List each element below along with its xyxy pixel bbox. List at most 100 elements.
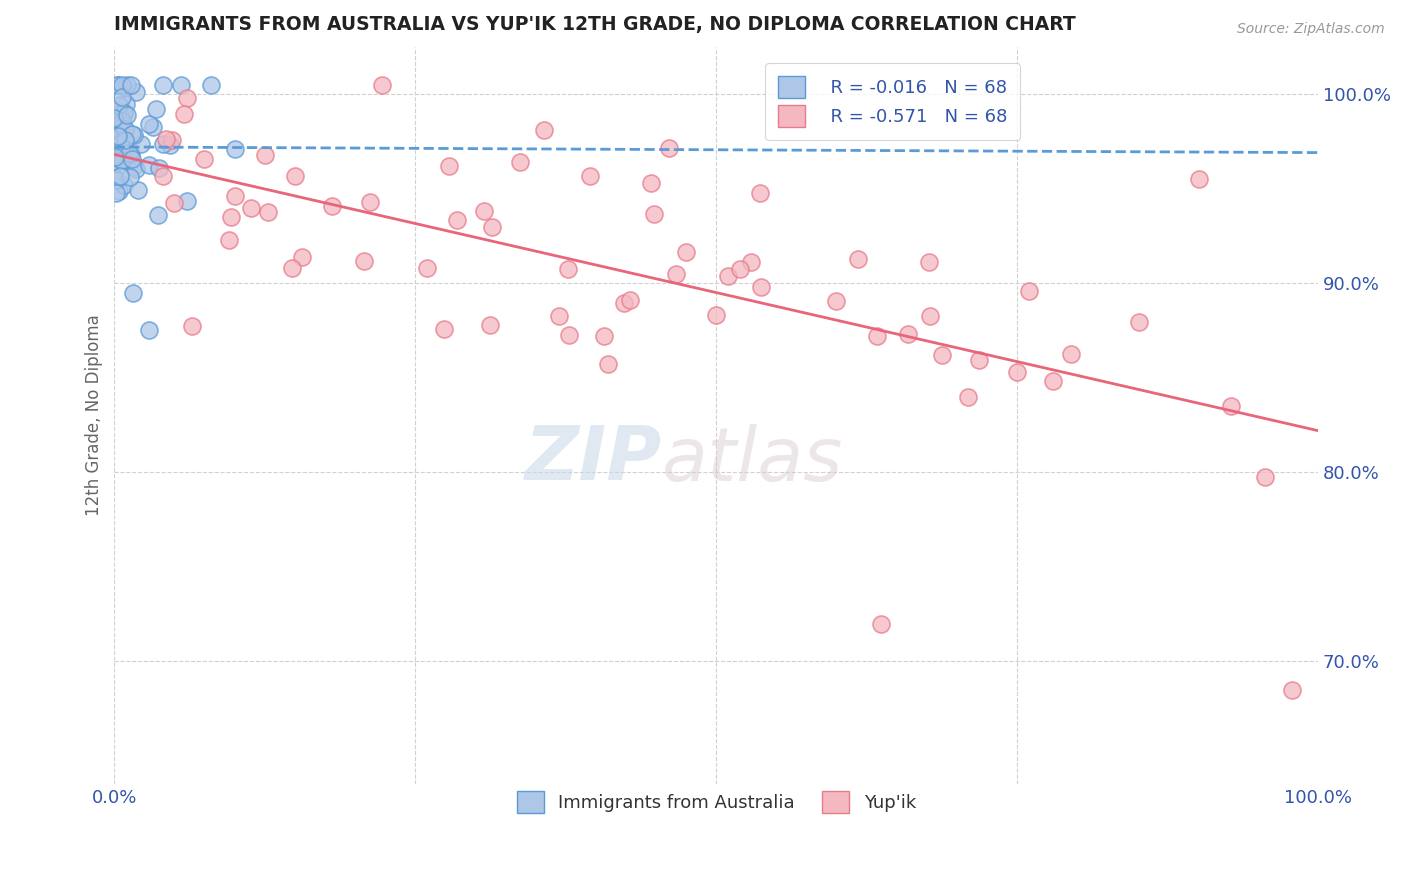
Point bbox=[481, 219, 503, 234]
Point bbox=[121, 127, 143, 141]
Point bbox=[433, 321, 456, 335]
Point bbox=[146, 208, 169, 222]
Point bbox=[138, 323, 160, 337]
Point bbox=[114, 150, 136, 164]
Point bbox=[108, 98, 131, 112]
Point bbox=[1219, 399, 1241, 413]
Point bbox=[169, 78, 191, 92]
Point bbox=[1188, 172, 1211, 186]
Point bbox=[176, 91, 198, 105]
Point bbox=[111, 114, 134, 128]
Point bbox=[281, 261, 304, 276]
Point bbox=[558, 327, 581, 342]
Point bbox=[145, 102, 167, 116]
Point bbox=[596, 357, 619, 371]
Point bbox=[104, 138, 127, 153]
Point bbox=[218, 233, 240, 247]
Point bbox=[112, 148, 135, 162]
Point bbox=[931, 348, 953, 362]
Point bbox=[956, 390, 979, 404]
Point bbox=[110, 135, 132, 149]
Point bbox=[114, 133, 136, 147]
Point bbox=[111, 90, 134, 104]
Point bbox=[675, 244, 697, 259]
Point bbox=[665, 267, 688, 281]
Point bbox=[111, 78, 134, 92]
Point bbox=[749, 279, 772, 293]
Point bbox=[118, 170, 141, 185]
Point bbox=[291, 250, 314, 264]
Point bbox=[533, 122, 555, 136]
Point bbox=[103, 111, 125, 125]
Point bbox=[152, 137, 174, 152]
Point bbox=[219, 210, 242, 224]
Point bbox=[112, 118, 135, 132]
Point bbox=[613, 296, 636, 310]
Point bbox=[105, 78, 128, 92]
Point bbox=[117, 108, 139, 122]
Point bbox=[122, 285, 145, 300]
Y-axis label: 12th Grade, No Diploma: 12th Grade, No Diploma bbox=[86, 315, 103, 516]
Point bbox=[115, 97, 138, 112]
Point bbox=[593, 328, 616, 343]
Point bbox=[110, 112, 132, 126]
Point bbox=[120, 146, 142, 161]
Point bbox=[155, 132, 177, 146]
Point bbox=[120, 146, 142, 161]
Point bbox=[160, 132, 183, 146]
Point bbox=[848, 252, 870, 266]
Point bbox=[897, 326, 920, 341]
Point bbox=[114, 121, 136, 136]
Point bbox=[112, 106, 135, 120]
Point bbox=[918, 255, 941, 269]
Point bbox=[967, 353, 990, 368]
Point bbox=[176, 194, 198, 209]
Point bbox=[437, 159, 460, 173]
Point bbox=[159, 138, 181, 153]
Point bbox=[124, 159, 146, 173]
Point bbox=[104, 146, 127, 161]
Point bbox=[1018, 284, 1040, 298]
Point bbox=[866, 328, 889, 343]
Point bbox=[124, 162, 146, 177]
Point bbox=[740, 255, 762, 269]
Point bbox=[152, 78, 174, 92]
Point bbox=[110, 153, 132, 168]
Point bbox=[148, 161, 170, 176]
Point bbox=[105, 172, 128, 186]
Point bbox=[108, 184, 131, 198]
Point bbox=[104, 151, 127, 165]
Text: Source: ZipAtlas.com: Source: ZipAtlas.com bbox=[1237, 22, 1385, 37]
Point bbox=[142, 120, 165, 135]
Point bbox=[104, 186, 127, 200]
Point bbox=[728, 261, 751, 276]
Point bbox=[112, 106, 135, 120]
Text: ZIP: ZIP bbox=[524, 424, 662, 496]
Point bbox=[716, 268, 738, 283]
Point bbox=[1281, 682, 1303, 697]
Point bbox=[104, 103, 127, 118]
Point bbox=[643, 207, 665, 221]
Point bbox=[118, 146, 141, 161]
Point bbox=[224, 189, 246, 203]
Text: IMMIGRANTS FROM AUSTRALIA VS YUP'IK 12TH GRADE, NO DIPLOMA CORRELATION CHART: IMMIGRANTS FROM AUSTRALIA VS YUP'IK 12TH… bbox=[114, 15, 1076, 34]
Point bbox=[127, 183, 149, 197]
Point bbox=[115, 78, 138, 92]
Point bbox=[1007, 365, 1029, 379]
Point bbox=[112, 143, 135, 157]
Point bbox=[193, 152, 215, 166]
Point bbox=[122, 128, 145, 142]
Point bbox=[112, 178, 135, 192]
Point bbox=[704, 309, 727, 323]
Point bbox=[479, 318, 502, 332]
Point bbox=[114, 142, 136, 156]
Point bbox=[353, 254, 375, 268]
Point bbox=[472, 203, 495, 218]
Point bbox=[240, 201, 263, 215]
Point bbox=[1042, 374, 1064, 388]
Point bbox=[284, 169, 307, 184]
Point bbox=[181, 319, 204, 334]
Point bbox=[112, 80, 135, 95]
Point bbox=[163, 196, 186, 211]
Point bbox=[256, 204, 278, 219]
